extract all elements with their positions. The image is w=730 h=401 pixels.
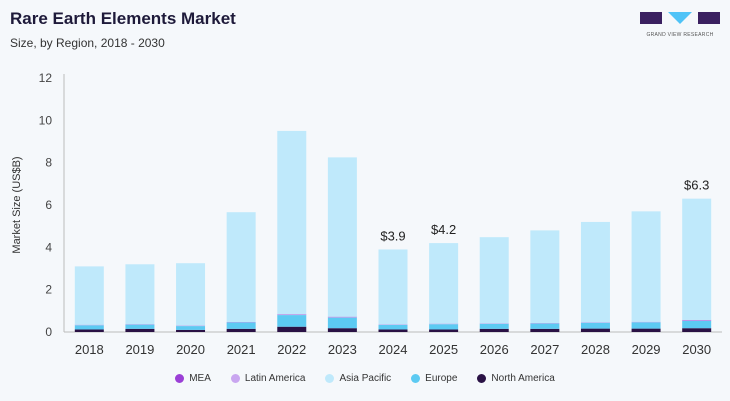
chart-title: Rare Earth Elements Market: [10, 9, 236, 28]
x-tick-label: 2018: [75, 342, 104, 357]
bar-segment-europe: [277, 315, 307, 327]
bar-segment-asia-pacific: [176, 263, 206, 326]
bar-segment-north-america: [226, 328, 256, 332]
legend-swatch: [175, 374, 185, 383]
bar-segment-asia-pacific: [682, 198, 712, 320]
bar-segment-asia-pacific: [580, 221, 610, 323]
legend-label: Asia Pacific: [339, 373, 392, 384]
bar-segment-north-america: [74, 329, 104, 332]
x-tick-label: 2025: [429, 342, 458, 357]
x-tick-label: 2020: [176, 342, 205, 357]
bar-segment-north-america: [378, 329, 408, 332]
bar-segment-europe: [125, 324, 155, 329]
x-tick-label: 2027: [530, 342, 559, 357]
legend-swatch: [477, 374, 487, 383]
bar-segment-europe: [327, 317, 357, 329]
legend-swatch: [411, 374, 421, 383]
bar-segment-europe: [378, 324, 408, 330]
bar-segment-europe: [530, 323, 560, 329]
legend-item: Europe: [411, 373, 457, 384]
bar-segment-asia-pacific: [479, 237, 509, 324]
logo-text: GRAND VIEW RESEARCH: [646, 32, 714, 38]
bar-segment-north-america: [580, 328, 610, 332]
bar-segment-north-america: [479, 328, 509, 332]
bar-segment-north-america: [277, 326, 307, 332]
bar-segment-europe: [226, 322, 256, 329]
bar-segment-europe: [631, 322, 661, 329]
y-tick-label: 4: [45, 240, 52, 254]
y-tick-label: 0: [45, 325, 52, 339]
y-tick-label: 10: [39, 113, 53, 127]
bar-segment-asia-pacific: [277, 130, 307, 315]
bar-segment-asia-pacific: [378, 249, 408, 325]
x-tick-label: 2029: [632, 342, 661, 357]
bar-segment-europe: [580, 322, 610, 329]
bar-segment-asia-pacific: [125, 264, 155, 325]
x-tick-label: 2030: [682, 342, 711, 357]
data-label: $4.2: [431, 222, 456, 237]
bar-segment-north-america: [631, 328, 661, 332]
y-axis-title: Market Size (US$B): [11, 156, 23, 253]
legend-label: Europe: [425, 373, 458, 384]
bar-segment-north-america: [429, 329, 459, 332]
legend-swatch: [325, 374, 335, 383]
y-tick-label: 12: [39, 71, 53, 85]
bar-segment-europe: [429, 324, 459, 330]
legend-item: MEA: [175, 373, 211, 384]
bar-segment-asia-pacific: [327, 157, 357, 317]
bar-segment-europe: [682, 320, 712, 329]
x-tick-label: 2022: [277, 342, 306, 357]
chart-subtitle: Size, by Region, 2018 - 2030: [10, 36, 165, 50]
x-tick-label: 2028: [581, 342, 610, 357]
legend-label: Latin America: [244, 373, 306, 384]
bar-segment-asia-pacific: [631, 211, 661, 322]
legend-item: Latin America: [230, 373, 306, 384]
bar-segment-asia-pacific: [74, 266, 104, 325]
x-tick-label: 2019: [125, 342, 154, 357]
y-tick-label: 2: [45, 283, 52, 297]
grand-view-research-logo: GRAND VIEW RESEARCH: [640, 11, 720, 38]
bar-segment-north-america: [125, 328, 155, 332]
legend-swatch: [230, 374, 240, 383]
bar-segment-north-america: [682, 328, 712, 332]
bar-segment-asia-pacific: [429, 243, 459, 324]
legend: MEA Latin America Asia Pacific Europe North …: [0, 373, 730, 384]
bar-segment-north-america: [176, 329, 206, 332]
x-tick-label: 2023: [328, 342, 357, 357]
legend-label: MEA: [189, 373, 211, 384]
legend-item: North America: [477, 373, 555, 384]
legend-label: North America: [491, 373, 555, 384]
data-label: $6.3: [684, 178, 709, 193]
logo-icon: [640, 12, 720, 24]
bar-segment-asia-pacific: [226, 212, 256, 323]
bar-segment-north-america: [530, 328, 560, 332]
data-label: $3.9: [380, 228, 405, 243]
bar-segment-europe: [176, 326, 206, 330]
bar-segment-asia-pacific: [530, 230, 560, 324]
y-tick-label: 6: [45, 198, 52, 212]
legend-item: Asia Pacific: [325, 373, 391, 384]
y-tick-label: 8: [45, 156, 52, 170]
x-tick-label: 2026: [480, 342, 509, 357]
x-tick-label: 2021: [227, 342, 256, 357]
x-tick-label: 2024: [379, 342, 408, 357]
bar-segment-europe: [74, 325, 104, 330]
bar-segment-north-america: [327, 328, 357, 332]
bar-segment-europe: [479, 323, 509, 329]
